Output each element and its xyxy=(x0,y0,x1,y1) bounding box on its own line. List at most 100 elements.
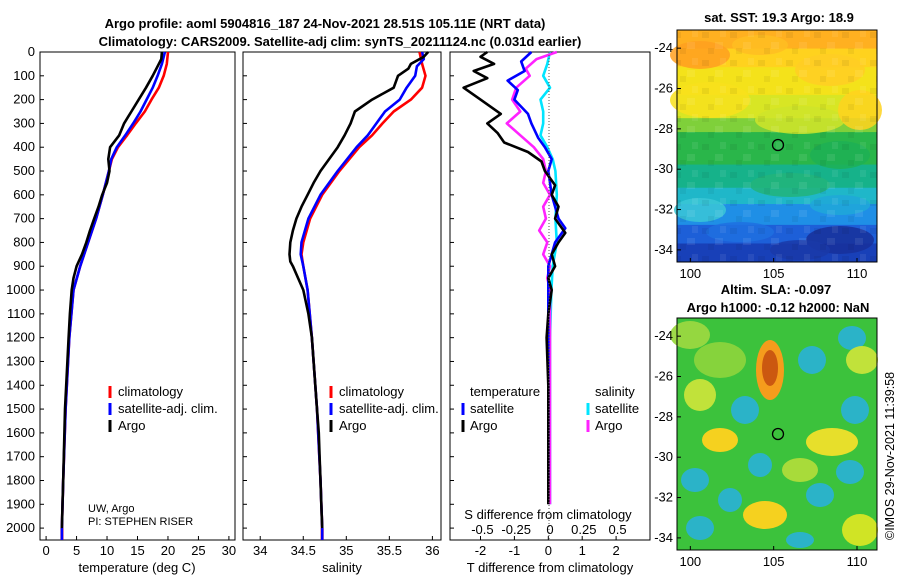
depth-tick-label: 300 xyxy=(13,115,35,130)
depth-tick-label: 1600 xyxy=(6,425,35,440)
sla-blob xyxy=(684,379,716,411)
sla-title1: Altim. SLA: -0.097 xyxy=(721,282,832,297)
sla-blob xyxy=(786,532,814,548)
map-xtick-label: 110 xyxy=(847,554,868,569)
map-xtick-label: 105 xyxy=(763,266,785,281)
temperature-tick-label: 10 xyxy=(100,543,114,558)
depth-tick-label: 1400 xyxy=(6,377,35,392)
depth-tick-label: 700 xyxy=(13,211,35,226)
tdiff-tick-label: 0 xyxy=(545,543,552,558)
salinity-xlabel: salinity xyxy=(322,560,362,575)
temperature-tick-label: 20 xyxy=(161,543,175,558)
salinity-tick-label: 35 xyxy=(339,543,353,558)
sdiff-xlabel: S difference from climatology xyxy=(464,507,632,522)
salinity-panel xyxy=(242,51,442,541)
sla-blob xyxy=(842,514,878,546)
sla-blob xyxy=(748,453,772,477)
difference-lines xyxy=(462,50,567,505)
depth-tick-label: 1200 xyxy=(6,330,35,345)
depth-tick-label: 1900 xyxy=(6,496,35,511)
sla-blob xyxy=(798,346,826,374)
map-ytick-label: -32 xyxy=(654,490,673,505)
legend-temp-argo: Argo xyxy=(470,418,497,433)
sdiff-tick-label: 0.25 xyxy=(571,522,596,537)
tdiff-argo-line xyxy=(462,50,567,505)
map-ytick-label: -26 xyxy=(654,369,673,384)
sdiff-argo-line xyxy=(505,50,558,505)
sst-map-frame xyxy=(676,29,878,263)
depth-tick-label: 500 xyxy=(13,163,35,178)
sla-float-marker xyxy=(771,427,785,441)
temperature-tick-label: 5 xyxy=(73,543,80,558)
tdiff-tick-label: 1 xyxy=(579,543,586,558)
map-ytick-label: -34 xyxy=(654,242,673,257)
credit-line2: PI: STEPHEN RISER xyxy=(88,516,193,528)
depth-tick-label: 0 xyxy=(28,44,35,59)
sla-blob xyxy=(838,326,866,350)
depth-tick-label: 1100 xyxy=(7,306,35,321)
legend-sat: satellite-adj. clim. xyxy=(118,401,218,416)
sla-blob xyxy=(731,396,759,424)
temperature-tick-label: 0 xyxy=(42,543,49,558)
tdiff-tick-label: -2 xyxy=(475,543,487,558)
legend-argo: Argo xyxy=(118,418,145,433)
map-ytick-label: -30 xyxy=(654,449,673,464)
map-ytick-label: -32 xyxy=(654,202,673,217)
salinity-tick-label: 34 xyxy=(253,543,267,558)
legend-sal-argo: Argo xyxy=(595,418,622,433)
map-ytick-label: -28 xyxy=(654,409,673,424)
sla-blob xyxy=(694,342,746,378)
legend-temp-head: temperature xyxy=(470,384,540,399)
sdiff-tick-label: 0 xyxy=(546,522,553,537)
depth-tick-label: 1300 xyxy=(6,353,35,368)
sdiff-tick-label: 0.5 xyxy=(609,522,627,537)
map-ytick-label: -28 xyxy=(654,121,673,136)
sla-blob xyxy=(782,458,818,482)
legend-clim-2: climatology xyxy=(339,384,405,399)
map-ytick-label: -24 xyxy=(654,40,673,55)
sla-blob xyxy=(836,460,864,484)
depth-tick-label: 1800 xyxy=(6,472,35,487)
sdiff-tick-label: -0.25 xyxy=(501,522,531,537)
sla-blob xyxy=(686,516,714,540)
sla-blob xyxy=(846,346,878,374)
map-xtick-label: 100 xyxy=(679,554,701,569)
sla-blob xyxy=(806,428,858,456)
temperature-legend: climatology satellite-adj. clim. Argo xyxy=(108,384,218,433)
temperature-panel xyxy=(39,51,236,541)
depth-tick-label: 1000 xyxy=(6,282,35,297)
legend-sal-sat: satellite xyxy=(595,401,639,416)
map-xtick-label: 110 xyxy=(847,266,868,281)
depth-tick-label: 1500 xyxy=(6,401,35,416)
sla-map xyxy=(670,318,878,550)
header-line2: Climatology: CARS2009. Satellite-adj cli… xyxy=(99,34,582,49)
salinity-lines xyxy=(288,51,430,540)
sst-float-marker xyxy=(771,138,785,152)
salinity-legend: climatology satellite-adj. clim. Argo xyxy=(329,384,439,433)
temperature-tick-label: 30 xyxy=(222,543,236,558)
salinity-tick-label: 35.5 xyxy=(377,543,402,558)
sdiff-tick-label: -0.5 xyxy=(471,522,493,537)
credit-line1: UW, Argo xyxy=(88,503,134,515)
legend-clim: climatology xyxy=(118,384,184,399)
salinity-tick-label: 34.5 xyxy=(291,543,316,558)
temperature-series-3 xyxy=(60,51,164,529)
tdiff-tick-label: -1 xyxy=(509,543,521,558)
map-ytick-label: -26 xyxy=(654,81,673,96)
sla-blob xyxy=(681,468,709,492)
map-xtick-label: 100 xyxy=(679,266,701,281)
map-ytick-label: -34 xyxy=(654,530,673,545)
depth-tick-label: 600 xyxy=(13,187,35,202)
temperature-lines xyxy=(60,51,170,540)
sst-map xyxy=(670,30,882,263)
sst-axes: 100 105 110 -24 -26 -28 -30 -32 -34 xyxy=(654,40,867,281)
temperature-tick-label: 15 xyxy=(130,543,144,558)
difference-legend: temperature salinity satellite Argo sate… xyxy=(461,384,639,433)
sla-blob xyxy=(702,428,738,452)
sla-blob xyxy=(806,483,834,507)
sla-blob xyxy=(718,488,742,512)
sla-map-frame xyxy=(676,317,878,551)
tdiff-tick-label: 2 xyxy=(612,543,619,558)
legend-temp-sat: satellite xyxy=(470,401,514,416)
